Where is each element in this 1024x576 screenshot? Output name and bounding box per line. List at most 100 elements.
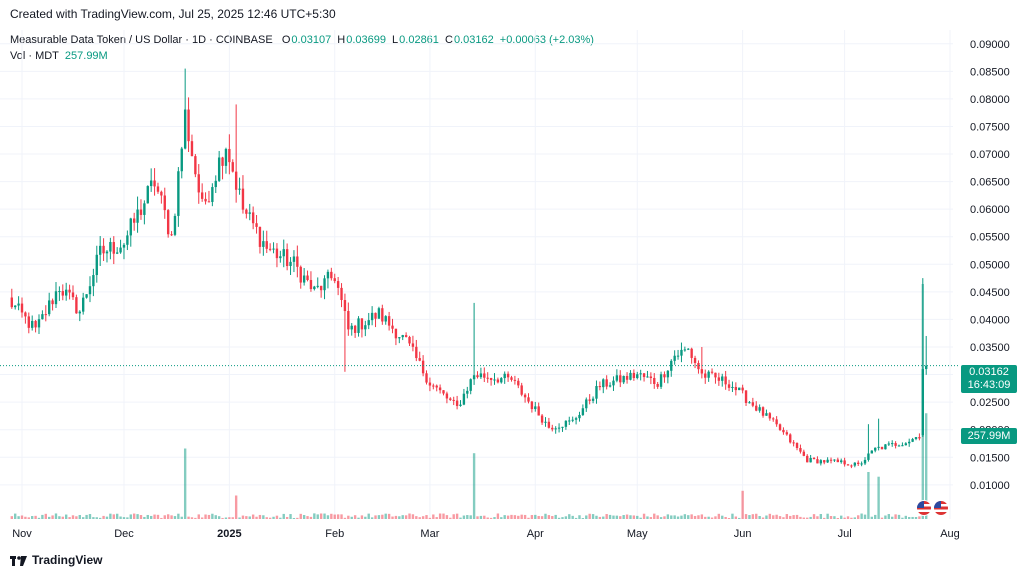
volume-bar	[748, 515, 751, 519]
volume-bar	[493, 517, 496, 519]
volume-bar	[836, 518, 840, 519]
volume-bar	[149, 515, 153, 519]
volume-bar	[874, 514, 877, 519]
candle-body	[727, 384, 731, 388]
candle-body	[785, 432, 789, 435]
volume-bar	[92, 517, 95, 519]
volume-bar	[262, 515, 265, 519]
candle-body	[302, 275, 306, 283]
volume-bar	[357, 517, 360, 519]
volume-bar	[428, 517, 432, 519]
volume-bar	[340, 514, 343, 519]
candle-body	[105, 251, 109, 254]
candle-body	[513, 379, 517, 381]
candle-body	[534, 406, 537, 410]
volume-bar	[350, 516, 353, 519]
volume-bar	[221, 517, 224, 519]
candle-body	[537, 406, 540, 416]
volume-bar	[588, 513, 591, 519]
volume-bar	[469, 515, 472, 519]
candle-body	[85, 294, 88, 298]
volume-bar	[690, 514, 693, 519]
candle-body	[823, 460, 826, 463]
candle-body	[435, 385, 438, 388]
volume-bar	[540, 516, 544, 519]
volume-bar	[333, 514, 336, 519]
candle-body	[445, 393, 449, 399]
candle-body	[364, 325, 367, 330]
candle-body	[336, 281, 340, 288]
candle-body	[629, 372, 632, 380]
price-axis: 0.09000 0.08500 0.08000 0.07500 0.07000 0.065…	[970, 39, 1010, 492]
volume-bar	[622, 515, 625, 519]
candle-body	[612, 380, 615, 386]
candle-body	[724, 376, 727, 385]
y-tick-label: 0.02500	[970, 397, 1010, 409]
volume-bar	[58, 516, 61, 519]
candle-body	[255, 223, 258, 227]
candle-body	[160, 191, 163, 196]
candle-body	[139, 209, 143, 215]
candle-body	[717, 377, 721, 381]
volume-bar	[653, 513, 656, 519]
candle-body	[275, 248, 279, 259]
volume-bar	[258, 514, 262, 519]
us-flag-icon[interactable]	[916, 500, 932, 516]
volume-bar	[904, 515, 907, 519]
volume-bar	[132, 513, 136, 519]
volume-bar	[914, 517, 918, 519]
volume-bar	[415, 516, 418, 519]
candle-body	[61, 291, 64, 296]
candle-body	[394, 328, 398, 339]
volume-bar	[228, 517, 231, 519]
last-price-badge: 0.03162 16:43:09	[961, 365, 1017, 393]
volume-bar	[605, 514, 608, 519]
us-flag-icon[interactable]	[933, 500, 949, 516]
candle-body	[360, 318, 364, 330]
volume-bar	[279, 517, 282, 519]
candle-body	[309, 279, 313, 290]
candle-body	[554, 428, 557, 430]
x-tick-label: Nov	[12, 528, 32, 540]
open-label: O	[281, 34, 291, 46]
volume-bar	[398, 516, 401, 519]
volume-bar	[918, 516, 921, 519]
candle-body	[489, 377, 493, 380]
candle-body	[874, 447, 877, 451]
volume-bar	[136, 514, 139, 519]
close-value: 0.03162	[453, 34, 494, 46]
candle-body	[870, 450, 874, 454]
volume-bar	[517, 515, 520, 519]
event-flags[interactable]	[916, 500, 949, 516]
volume-bar	[71, 515, 75, 519]
volume-bar	[765, 515, 768, 519]
volume-bar	[75, 516, 78, 519]
candle-body	[523, 394, 527, 398]
candle-body	[262, 241, 265, 247]
volume-bar	[574, 517, 578, 519]
candle-body	[710, 371, 714, 373]
candle-body	[884, 444, 887, 450]
candle-body	[14, 305, 17, 308]
candle-body	[850, 465, 853, 467]
symbol-title[interactable]: Measurable Data Token / US Dollar · 1D ·…	[10, 34, 273, 46]
volume-bar	[112, 514, 115, 519]
change-value: +0.00063 (+2.03%)	[499, 34, 594, 46]
volume-bar	[741, 490, 744, 519]
candle-body	[268, 248, 272, 250]
volume-bar	[608, 514, 612, 519]
volume-bar	[877, 476, 880, 519]
candle-body	[867, 453, 870, 460]
volume-bar	[500, 517, 503, 519]
candle-body	[241, 188, 245, 210]
candle-body	[687, 348, 690, 350]
volume-bar	[870, 516, 874, 519]
candle-body	[207, 201, 211, 203]
candle-body	[571, 419, 574, 421]
volume-bar	[829, 516, 833, 519]
candle-body	[700, 369, 704, 374]
candle-body	[731, 386, 734, 388]
candle-body	[34, 320, 37, 328]
tradingview-logo-icon	[10, 555, 27, 566]
